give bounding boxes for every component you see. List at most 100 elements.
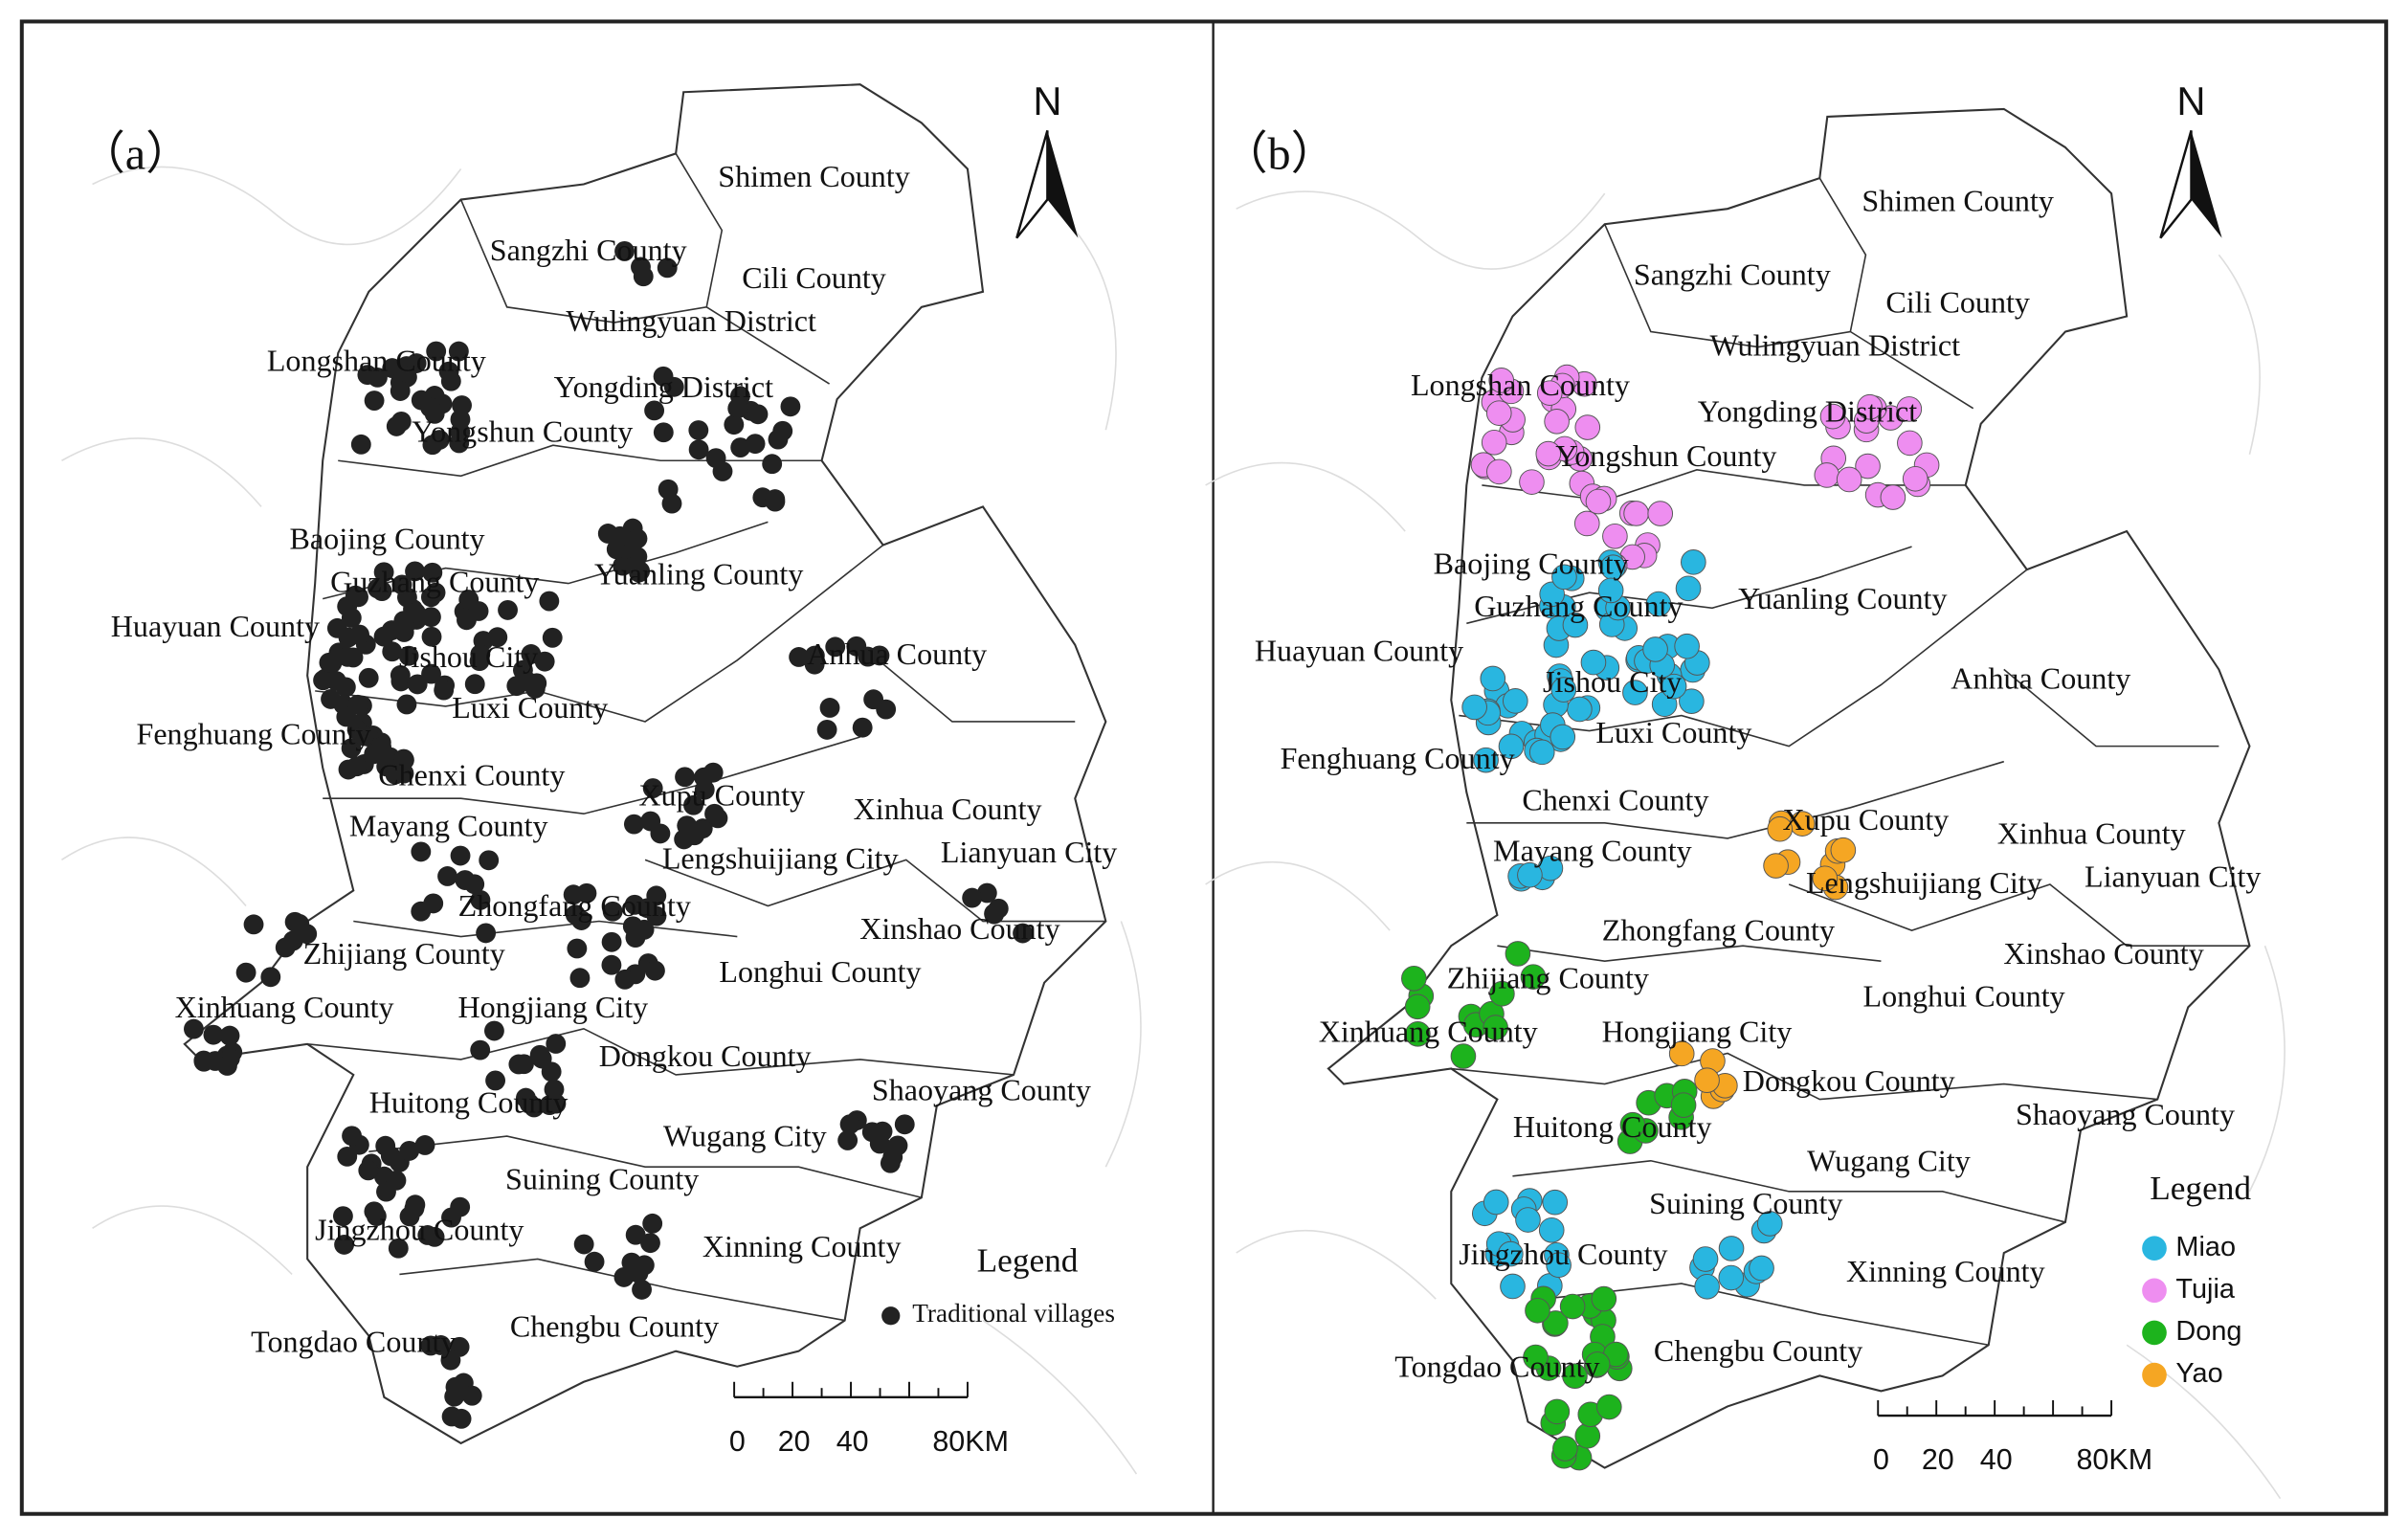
village-dot <box>644 960 665 981</box>
village-dot <box>1538 1216 1565 1243</box>
village-dot <box>448 341 469 362</box>
village-dot <box>628 1262 649 1283</box>
village-dot <box>642 1213 663 1234</box>
village-dot <box>1520 964 1547 990</box>
village-dot <box>646 905 667 926</box>
village-dot <box>1855 453 1881 480</box>
village-dot <box>653 366 674 387</box>
village-dot <box>1670 1092 1697 1118</box>
village-dot <box>350 434 371 455</box>
village-dot <box>646 885 667 906</box>
village-dot <box>1675 575 1702 602</box>
village-dot <box>1519 469 1545 495</box>
village-dot <box>1830 837 1857 863</box>
scale-label: 80KM <box>932 1425 1009 1458</box>
village-dot <box>398 645 419 666</box>
village-dot <box>1623 501 1649 526</box>
village-dot <box>406 353 427 373</box>
village-dot <box>727 398 748 418</box>
village-dot <box>368 578 388 599</box>
county-label: Shimen County <box>1862 184 2054 218</box>
county-label: Longshan County <box>267 344 486 378</box>
village-dot <box>688 439 709 460</box>
village-dot <box>839 1114 860 1135</box>
village-dot <box>1812 865 1839 892</box>
village-dot <box>1681 549 1706 575</box>
county-label: Xinhuang County <box>175 990 394 1024</box>
village-dot <box>1489 980 1515 1007</box>
village-dot <box>275 937 296 958</box>
village-dot <box>858 646 879 667</box>
village-dot <box>629 562 650 583</box>
village-dot <box>1486 458 1512 485</box>
county-label: Anhua County <box>1951 661 2130 696</box>
village-dot <box>440 1350 461 1371</box>
village-dot <box>1404 993 1431 1020</box>
village-dot <box>1544 408 1570 435</box>
village-dot <box>399 1140 420 1161</box>
village-dot <box>789 647 810 667</box>
village-dot <box>1642 636 1668 662</box>
county-label: Luxi County <box>452 690 608 725</box>
village-dot <box>342 1126 362 1147</box>
village-dot <box>852 717 873 738</box>
village-dot <box>563 884 584 905</box>
county-label: Lianyuan City <box>2085 859 2261 894</box>
county-label: Yongding District <box>554 369 773 404</box>
village-dot <box>1622 680 1648 705</box>
village-dot <box>622 916 643 937</box>
county-label: Zhijiang County <box>1447 960 1649 994</box>
village-dot <box>765 491 786 512</box>
village-dot <box>1461 694 1487 721</box>
village-dot <box>1573 510 1600 537</box>
village-dot <box>704 803 725 824</box>
legend-swatch <box>2142 1278 2167 1304</box>
county-label: Longshan County <box>1411 368 1630 402</box>
county-label: Huitong County <box>369 1084 569 1119</box>
village-dot <box>571 910 591 930</box>
village-dot <box>332 1206 353 1227</box>
village-dot <box>688 420 709 440</box>
village-dot <box>498 599 518 620</box>
village-dot <box>1488 368 1515 393</box>
village-dot <box>1401 965 1427 992</box>
village-dot <box>1517 861 1543 888</box>
village-dot <box>1645 591 1672 617</box>
village-dot <box>388 1238 409 1259</box>
village-dot <box>479 850 500 871</box>
county-label: Chengbu County <box>1654 1333 1862 1368</box>
county-label: Xinning County <box>1846 1254 2045 1288</box>
village-dot <box>601 954 622 975</box>
village-dot <box>322 653 343 674</box>
county-label: Wulingyuan District <box>566 303 816 338</box>
village-dot <box>976 882 997 904</box>
village-dot <box>457 610 477 631</box>
village-dot <box>184 1018 204 1039</box>
village-dot <box>374 745 395 766</box>
village-dot <box>334 1234 355 1255</box>
village-dot <box>1535 440 1562 467</box>
village-dot <box>837 1130 858 1150</box>
village-dot <box>396 694 417 715</box>
village-dot <box>391 574 412 595</box>
village-dot <box>235 962 256 983</box>
village-dot <box>470 644 491 665</box>
village-dot <box>683 794 703 815</box>
village-dot <box>512 659 533 681</box>
village-dot <box>203 1024 224 1045</box>
village-dot <box>348 587 368 608</box>
village-dot <box>514 1054 534 1075</box>
village-dot <box>404 1198 425 1218</box>
county-label: Jingzhou County <box>315 1213 524 1247</box>
village-dot <box>426 341 447 362</box>
village-dot <box>1485 400 1512 426</box>
county-label: Yuanling County <box>594 557 803 591</box>
village-dot <box>1574 414 1601 440</box>
county-label: Wugang City <box>1807 1143 1971 1177</box>
scale-label: 80KM <box>2076 1443 2152 1476</box>
village-dot <box>1585 488 1612 515</box>
village-dot <box>863 689 884 710</box>
village-dot <box>640 1233 660 1254</box>
village-dot <box>640 811 661 832</box>
scale-label: 0 <box>729 1425 746 1458</box>
